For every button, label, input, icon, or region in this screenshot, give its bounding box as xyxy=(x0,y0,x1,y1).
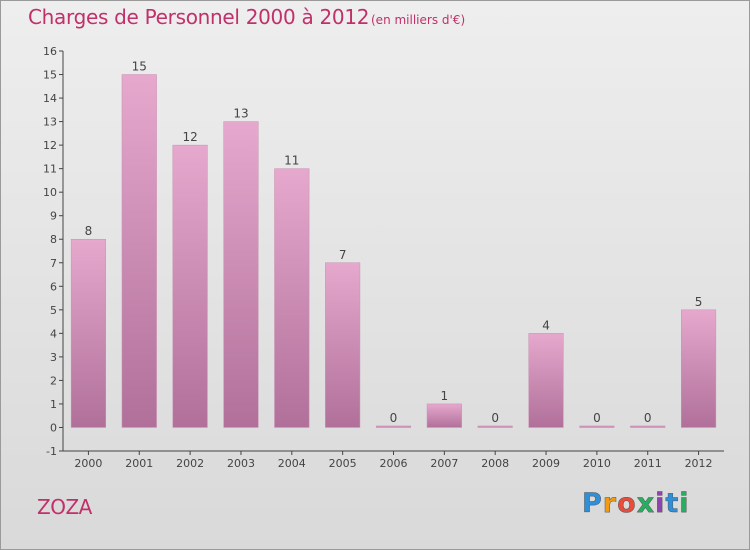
y-tick-label: 7 xyxy=(50,257,57,270)
y-tick-label: 12 xyxy=(43,139,57,152)
y-tick-label: 10 xyxy=(43,186,57,199)
bar-value-label: 5 xyxy=(695,295,703,309)
bar xyxy=(630,425,666,428)
x-tick-label: 2008 xyxy=(481,457,509,470)
x-tick-label: 2010 xyxy=(583,457,611,470)
bar xyxy=(579,425,615,428)
x-tick-label: 2002 xyxy=(176,457,204,470)
x-tick-label: 2011 xyxy=(634,457,662,470)
bar-value-label: 7 xyxy=(339,248,347,262)
logo-letter: t xyxy=(665,488,680,520)
y-tick-label: 4 xyxy=(50,327,57,340)
y-tick-label: 5 xyxy=(50,304,57,317)
logo-letter: r xyxy=(602,488,618,520)
bar xyxy=(477,425,513,428)
x-tick-label: 2000 xyxy=(74,457,102,470)
x-tick-label: 2004 xyxy=(278,457,306,470)
y-tick-label: 14 xyxy=(43,92,57,105)
x-tick-label: 2003 xyxy=(227,457,255,470)
y-tick-label: 3 xyxy=(50,351,57,364)
y-tick-label: -1 xyxy=(46,445,57,458)
bar xyxy=(70,238,106,428)
bar xyxy=(172,144,208,428)
bar-value-label: 0 xyxy=(390,411,398,425)
x-tick-label: 2012 xyxy=(685,457,713,470)
y-tick-label: 2 xyxy=(50,374,57,387)
proxiti-logo: Proxiti xyxy=(582,488,690,520)
logo-letter: x xyxy=(636,488,656,520)
bar-value-label: 12 xyxy=(182,130,197,144)
x-tick-label: 2006 xyxy=(380,457,408,470)
bar xyxy=(375,425,412,428)
commune-name: ZOZA xyxy=(37,495,92,519)
bar-value-label: 13 xyxy=(233,107,248,121)
bar-value-label: 1 xyxy=(441,389,449,403)
x-tick-label: 2005 xyxy=(329,457,357,470)
bar xyxy=(426,403,462,428)
bar xyxy=(325,262,361,428)
logo-letter: i xyxy=(655,488,666,520)
y-tick-label: 1 xyxy=(50,398,57,411)
bar xyxy=(223,121,259,428)
bar-value-label: 0 xyxy=(644,411,652,425)
y-tick-label: 9 xyxy=(50,210,57,223)
y-tick-label: 6 xyxy=(50,280,57,293)
y-tick-label: 15 xyxy=(43,69,57,82)
y-tick-label: 8 xyxy=(50,233,57,246)
bar-value-label: 0 xyxy=(491,411,499,425)
x-tick-label: 2007 xyxy=(430,457,458,470)
y-tick-label: 16 xyxy=(43,45,57,58)
chart-subtitle: (en milliers d'€) xyxy=(371,13,466,27)
x-tick-label: 2001 xyxy=(125,457,153,470)
logo-letter: o xyxy=(617,488,637,520)
bar-value-label: 15 xyxy=(132,60,147,74)
bar-value-label: 11 xyxy=(284,154,299,168)
bar xyxy=(681,309,717,428)
y-tick-label: 13 xyxy=(43,116,57,129)
bar xyxy=(121,74,157,428)
bar xyxy=(528,333,564,428)
bar-value-label: 8 xyxy=(85,224,93,238)
y-tick-label: 11 xyxy=(43,163,57,176)
bar-value-label: 0 xyxy=(593,411,601,425)
x-tick-label: 2009 xyxy=(532,457,560,470)
bar xyxy=(274,168,310,428)
bar-value-label: 4 xyxy=(542,318,550,332)
logo-letter: i xyxy=(679,488,690,520)
y-tick-label: 0 xyxy=(50,421,57,434)
chart-title: Charges de Personnel 2000 à 2012 xyxy=(28,5,370,29)
logo-letter: P xyxy=(582,488,603,520)
